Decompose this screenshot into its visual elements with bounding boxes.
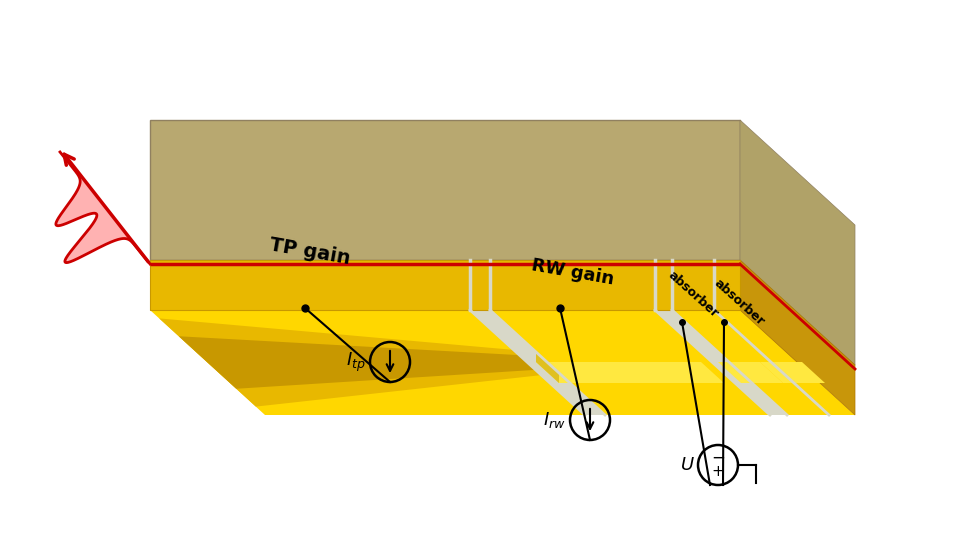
Text: absorber: absorber [711, 276, 767, 328]
Text: −: − [711, 449, 725, 467]
Polygon shape [159, 319, 541, 407]
Polygon shape [150, 310, 855, 415]
Polygon shape [718, 362, 783, 383]
Polygon shape [740, 260, 855, 415]
Polygon shape [56, 152, 150, 264]
Polygon shape [536, 352, 559, 383]
Polygon shape [150, 260, 740, 310]
Polygon shape [470, 310, 605, 415]
Text: $I_{rw}$: $I_{rw}$ [543, 410, 566, 430]
Polygon shape [740, 120, 855, 365]
Text: +: + [711, 463, 725, 478]
Polygon shape [536, 362, 724, 383]
Polygon shape [655, 310, 787, 415]
Polygon shape [150, 120, 740, 260]
Polygon shape [760, 362, 825, 383]
Text: absorber: absorber [665, 268, 721, 320]
Polygon shape [150, 260, 855, 365]
Polygon shape [179, 336, 536, 389]
Text: U: U [681, 456, 694, 474]
Text: $I_{tp}$: $I_{tp}$ [347, 350, 366, 374]
Text: TP gain: TP gain [268, 235, 352, 268]
Text: RW gain: RW gain [530, 256, 615, 288]
